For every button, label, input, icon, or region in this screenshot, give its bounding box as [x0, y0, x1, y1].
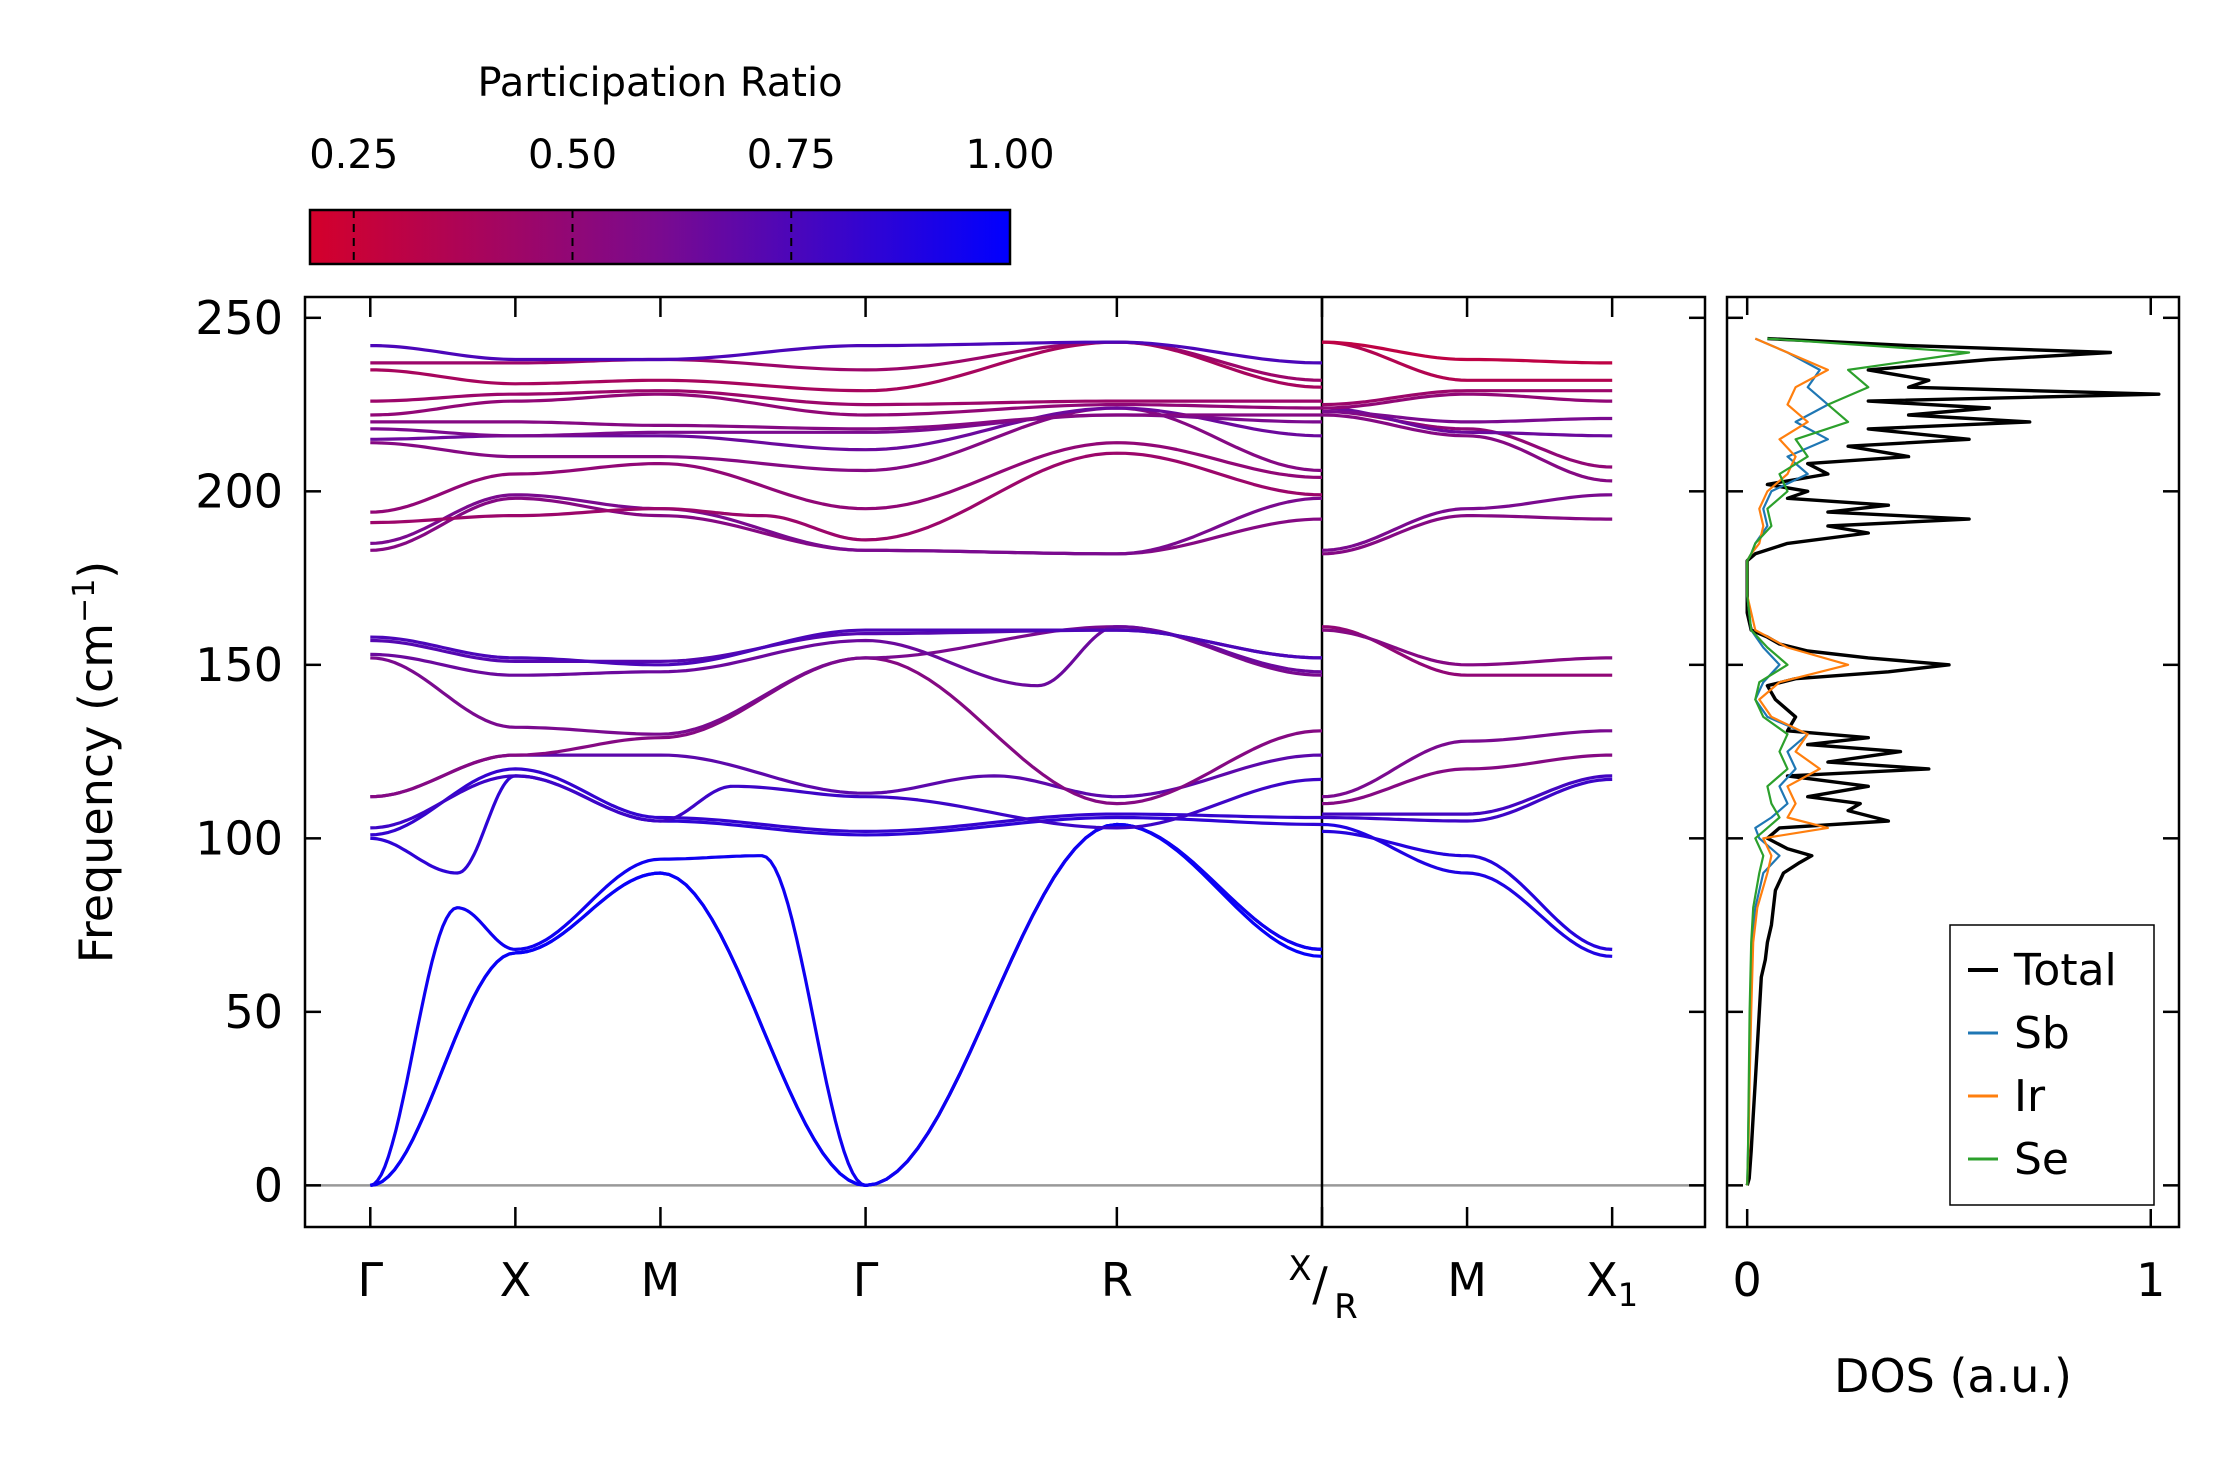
band-path1: [370, 392, 1322, 417]
dos-legend: Total Sb Ir Se: [1949, 924, 2155, 1206]
x-tick-label-subscript: 1: [1618, 1276, 1638, 1314]
band-path1: [370, 441, 1323, 514]
colorbar-tick-label: 1.00: [965, 132, 1054, 178]
band-path1: [370, 628, 1323, 667]
band-path1: [369, 822, 1323, 1187]
band-path2: [1322, 774, 1613, 816]
y-tick-label: 250: [195, 291, 283, 345]
colorbar-title: Participation Ratio: [477, 60, 842, 106]
band-path2: [1321, 389, 1613, 407]
band-axes-frame: [303, 295, 1707, 1229]
legend-label: Se: [2014, 1134, 2069, 1185]
band-path1: [370, 340, 1323, 365]
x-tick-label-bottom: R: [1334, 1287, 1358, 1327]
dos-curve-ir: [1746, 337, 1850, 1186]
legend-label: Ir: [2014, 1071, 2046, 1122]
band-path2: [1321, 514, 1613, 556]
band-path2: [1321, 822, 1613, 958]
band-path2: [1321, 409, 1613, 424]
y-axis-title-main: Frequency (cm: [69, 623, 123, 963]
x-tick-label: M: [1447, 1253, 1487, 1307]
dos-curves: [1745, 336, 2161, 1186]
x-tick-label-sep: /: [1312, 1257, 1328, 1311]
band-path2: [1322, 392, 1613, 410]
y-axis-title-close: ): [69, 561, 123, 579]
band-path1: [370, 451, 1323, 542]
y-axis-title-superscript: −1: [67, 579, 102, 623]
x-tick-label: Γ: [853, 1253, 879, 1307]
phonon-bands: [369, 340, 1613, 1187]
dos-curve-se: [1746, 337, 1971, 1186]
dos-x-tick-label: 0: [1733, 1253, 1762, 1307]
band-path1: [370, 774, 1323, 830]
y-tick-label: 0: [254, 1158, 283, 1212]
band-path2: [1321, 409, 1613, 469]
band-path1: [370, 389, 1322, 407]
y-tick-label: 150: [195, 638, 283, 692]
band-path1: [370, 774, 1323, 875]
band-path1: [370, 413, 1322, 438]
colorbar-tick-label: 0.50: [528, 132, 617, 178]
band-path1: [370, 413, 1322, 431]
dos-axes-frame: [1725, 295, 2181, 1229]
legend-label: Sb: [2014, 1008, 2070, 1059]
band-path1: [370, 493, 1323, 556]
y-tick-label: 100: [195, 811, 283, 865]
band-path2: [1321, 829, 1613, 951]
colorbar: Participation Ratio 0.25 0.50 0.75 1.00: [308, 60, 1055, 266]
band-path2: [1321, 340, 1613, 365]
x-tick-label: Γ: [357, 1253, 383, 1307]
y-tick-label: 200: [195, 464, 283, 518]
x-tick-label: X1: [1586, 1253, 1638, 1314]
x-tick-label: R: [1101, 1253, 1133, 1307]
band-path1: [370, 822, 1323, 1187]
dos-x-tick-label: 1: [2136, 1253, 2165, 1307]
band-path2: [1322, 777, 1613, 823]
colorbar-tick-label: 0.75: [747, 132, 836, 178]
band-path1: [370, 767, 1322, 837]
dos-curve-total: [1745, 336, 2161, 1186]
colorbar-tick-label: 0.25: [309, 132, 398, 178]
band-path2: [1321, 493, 1613, 552]
x-tick-label: X: [500, 1253, 532, 1307]
dos-curve-sb: [1746, 337, 1829, 1186]
band-path1: [370, 656, 1323, 806]
y-tick-label: 50: [224, 985, 283, 1039]
band-path2: [1321, 340, 1613, 382]
x-axis-ticks: Γ X M Γ R X / R M X1: [357, 297, 1638, 1327]
band-path2: [1321, 628, 1613, 667]
dos-y-ticks: [1727, 316, 2179, 1187]
band-path2: [1321, 413, 1613, 483]
x-tick-label-top: X: [1288, 1249, 1311, 1289]
colorbar-ticks: 0.25 0.50 0.75 1.00: [309, 132, 1055, 264]
y-axis-ticks: 0 50 100 150 200 250: [195, 291, 1705, 1212]
band-path1: [370, 822, 1323, 1187]
x-tick-label-split: X / R: [1288, 1249, 1357, 1327]
y-axis-title: Frequency (cm−1): [67, 561, 123, 964]
band-path1: [370, 625, 1323, 688]
band-path1: [370, 406, 1323, 473]
band-path2: [1321, 729, 1613, 799]
legend-label: Total: [2013, 945, 2117, 996]
colorbar-gradient: [308, 208, 1012, 266]
dos-x-axis-title: DOS (a.u.): [1834, 1349, 2072, 1403]
x-tick-label: M: [641, 1253, 681, 1307]
band-path2: [1321, 625, 1613, 677]
band-path2: [1321, 753, 1613, 806]
